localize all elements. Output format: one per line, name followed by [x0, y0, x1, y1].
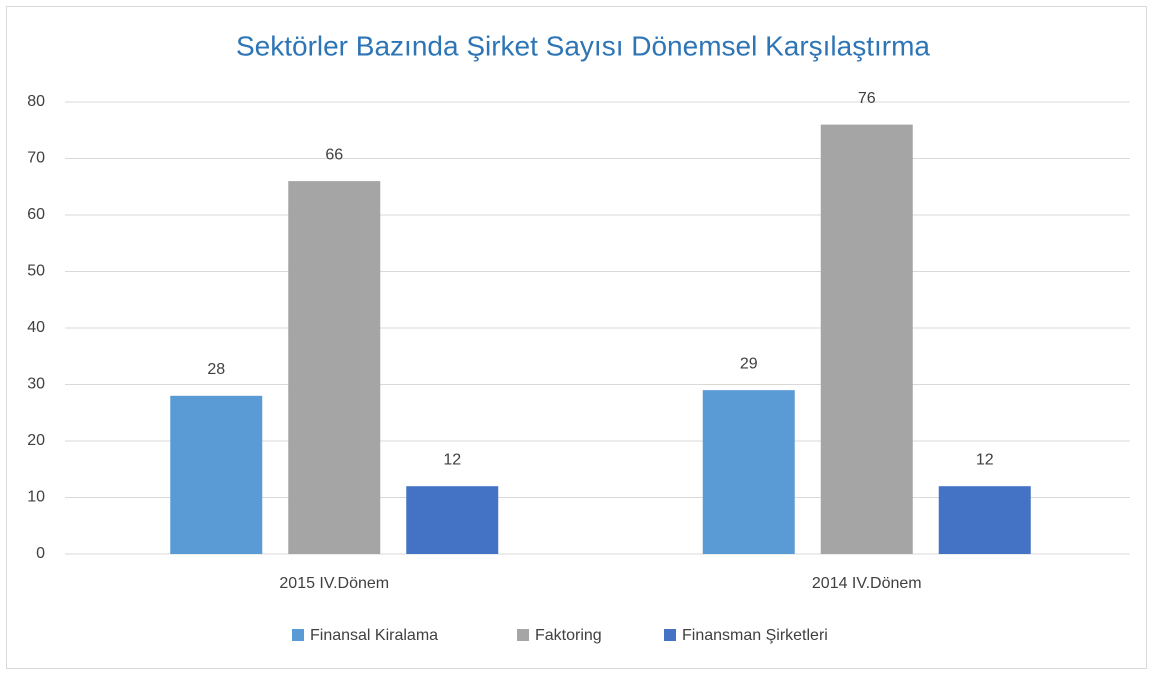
data-label: 29 — [740, 355, 758, 372]
bar — [938, 486, 1031, 554]
y-tick-label: 10 — [27, 489, 45, 506]
legend-swatch — [664, 629, 676, 641]
data-label: 76 — [858, 90, 876, 107]
data-label: 66 — [325, 146, 343, 163]
legend-label: Finansman Şirketleri — [682, 627, 828, 644]
y-tick-label: 30 — [27, 376, 45, 393]
x-tick-label: 2015 IV.Dönem — [279, 575, 389, 592]
bar — [406, 486, 499, 554]
bar — [702, 390, 795, 554]
data-label: 28 — [207, 361, 225, 378]
data-label: 12 — [976, 451, 994, 468]
y-tick-label: 70 — [27, 150, 45, 167]
bar — [288, 181, 381, 554]
y-tick-label: 80 — [27, 93, 45, 110]
bar — [170, 395, 263, 554]
legend-label: Finansal Kiralama — [310, 627, 438, 644]
x-tick-label: 2014 IV.Dönem — [812, 575, 922, 592]
chart-title: Sektörler Bazında Şirket Sayısı Dönemsel… — [236, 30, 930, 61]
y-tick-label: 20 — [27, 432, 45, 449]
y-tick-label: 40 — [27, 319, 45, 336]
legend-swatch — [517, 629, 529, 641]
y-tick-label: 0 — [36, 545, 45, 562]
legend-swatch — [292, 629, 304, 641]
y-tick-label: 60 — [27, 206, 45, 223]
y-tick-label: 50 — [27, 263, 45, 280]
data-label: 12 — [443, 451, 461, 468]
bar — [820, 124, 913, 554]
chart-border — [6, 6, 1147, 669]
legend-label: Faktoring — [535, 627, 602, 644]
